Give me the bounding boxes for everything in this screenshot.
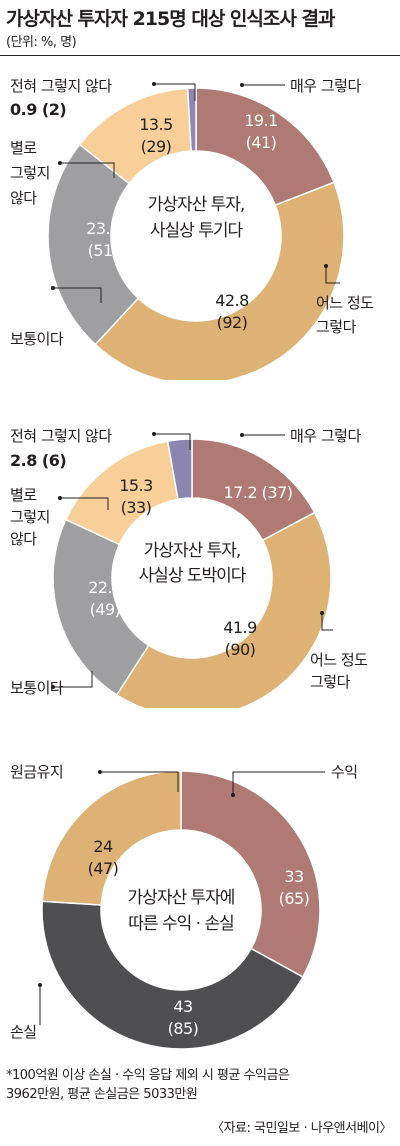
leader-dot <box>51 286 55 290</box>
category-label: 보통이다 <box>10 679 64 697</box>
category-label: 별로 그렇지 않다 <box>10 139 50 207</box>
value-label: 23.7 (51) <box>86 219 120 260</box>
leader-dot <box>98 770 102 774</box>
leader-dot <box>231 793 235 797</box>
center-label: 가상자산 투자, <box>144 541 241 561</box>
category-label: 원금유지 <box>10 763 63 781</box>
leader-line <box>154 83 196 101</box>
value-label: 0.9 (2) <box>10 100 66 119</box>
leader-dot <box>58 161 62 165</box>
value-label: 13.5 (29) <box>139 115 173 156</box>
category-label: 매우 그렇다 <box>290 427 361 445</box>
value-label: 43 (85) <box>168 997 199 1038</box>
category-label: 어느 정도 그렇다 <box>310 651 368 691</box>
value-label: 17.2 (37) <box>223 483 292 502</box>
donut-slice <box>186 87 197 152</box>
source-credit: 〈자료: 국민일보 · 나우앤서베이〉 <box>211 1121 392 1136</box>
category-label: 전혀 그렇지 않다 <box>10 427 112 445</box>
leader-dot <box>38 983 42 987</box>
donut-slice <box>52 518 150 696</box>
value-label: 41.9 (90) <box>223 618 257 659</box>
value-label: 33 (65) <box>279 867 310 908</box>
leader-line <box>60 162 115 178</box>
value-label: 42.8 (92) <box>215 291 249 332</box>
donut-slice <box>94 181 345 380</box>
donut-chart: 가상자산 투자, 사실상 도박이다 17.2 (37) 41.9 (90) 22.8 (49… <box>10 427 369 708</box>
value-label: 19.1 (41) <box>244 111 278 152</box>
center-label: 가상자산 투자, <box>148 195 245 215</box>
unit-note: (단위: %, 명) <box>6 35 77 50</box>
center-label: 따른 수익 · 손실 <box>128 914 233 934</box>
category-label: 어느 정도 그렇다 <box>316 294 374 336</box>
leader-line <box>232 771 325 795</box>
leader-dot <box>240 433 244 437</box>
category-label: 수익 <box>331 763 358 781</box>
leader-line <box>321 613 333 631</box>
leader-line <box>100 771 179 792</box>
center-label: 사실상 도박이다 <box>139 566 247 586</box>
donut-slice <box>166 438 193 501</box>
donut-slice <box>41 900 304 1050</box>
category-label: 별로 그렇지 않다 <box>10 486 50 548</box>
header-divider <box>0 55 400 56</box>
leader-dot <box>324 264 328 268</box>
category-label: 매우 그렇다 <box>290 77 361 95</box>
donut-panel-gambling: 가상자산 투자, 사실상 도박이다 17.2 (37) 41.9 (90) 22.8 (49… <box>0 408 400 708</box>
donut-slice <box>180 770 321 978</box>
value-label: 2.8 (6) <box>10 451 66 470</box>
leader-dot <box>240 83 244 87</box>
value-label: 24 (47) <box>88 837 119 878</box>
leader-line <box>53 671 93 688</box>
value-label: 15.3 (33) <box>119 476 153 517</box>
leader-line <box>325 266 340 284</box>
leader-line <box>60 497 109 510</box>
leader-dot <box>152 432 156 436</box>
leader-dot <box>51 685 55 689</box>
donut-chart: 가상자산 투자, 사실상 투기다 19.1 (41) 42.8 (92) 23.7 (51) 1… <box>10 77 375 380</box>
leader-dot <box>152 82 156 86</box>
category-label: 전혀 그렇지 않다 <box>10 77 112 95</box>
footnote: *100억원 이상 손실 · 수익 응답 제외 시 평균 수익금은 3962만원… <box>6 1068 290 1102</box>
center-label: 가상자산 투자에 <box>128 888 235 908</box>
leader-dot <box>58 496 62 500</box>
page-title: 가상자산 투자자 215명 대상 인식조사 결과 <box>6 8 335 30</box>
donut-panel-speculation: 가상자산 투자, 사실상 투기다 19.1 (41) 42.8 (92) 23.7 (51) 1… <box>0 58 400 380</box>
leader-dot <box>320 611 324 615</box>
leader-line <box>53 287 102 303</box>
donut-slice <box>41 770 182 906</box>
value-label: 22.8 (49) <box>88 578 122 619</box>
center-label: 사실상 투기다 <box>150 221 244 241</box>
donut-slice <box>47 143 140 346</box>
category-label: 보통이다 <box>10 330 64 348</box>
donut-slice <box>115 511 332 708</box>
category-label: 손실 <box>10 1023 37 1041</box>
leader-line <box>154 433 191 450</box>
